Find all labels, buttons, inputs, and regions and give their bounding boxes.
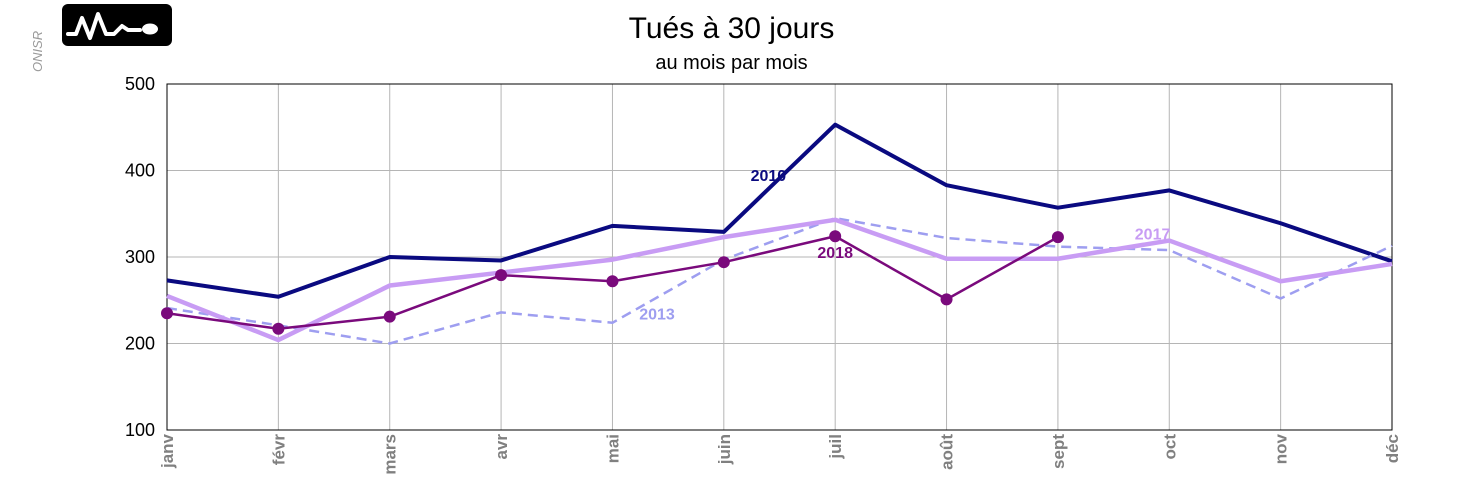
x-tick-label: avr bbox=[492, 434, 511, 460]
x-tick-label: févr bbox=[269, 434, 288, 466]
series-point-2018 bbox=[717, 256, 730, 269]
x-tick-label: mai bbox=[603, 434, 622, 463]
series-point-2018 bbox=[383, 310, 396, 323]
series-line-2017 bbox=[166, 217, 1393, 343]
y-tick-label: 200 bbox=[125, 334, 155, 354]
series-line-2010 bbox=[166, 122, 1393, 299]
chart-title: Tués à 30 jours bbox=[628, 12, 835, 45]
series-label-2018: 2018 bbox=[817, 245, 853, 262]
series-point-2018 bbox=[272, 322, 285, 335]
x-tick-label: janv bbox=[158, 433, 177, 469]
y-tick-label: 400 bbox=[125, 161, 155, 181]
x-tick-label: oct bbox=[1160, 434, 1179, 460]
series-label-2010: 2010 bbox=[751, 168, 787, 185]
series-point-2018 bbox=[940, 293, 953, 306]
y-tick-label: 500 bbox=[125, 74, 155, 94]
x-tick-label: mars bbox=[381, 434, 400, 475]
plot-area-border bbox=[166, 83, 1393, 431]
x-tick-label: juin bbox=[715, 434, 734, 465]
heartbeat-pulse-icon bbox=[62, 4, 172, 46]
x-tick-label: nov bbox=[1272, 433, 1291, 464]
series-point-2018 bbox=[606, 275, 619, 288]
x-tick-label: déc bbox=[1383, 434, 1402, 463]
series-point-2018 bbox=[161, 307, 173, 320]
series-point-2018 bbox=[1051, 231, 1064, 244]
x-tick-label: juil bbox=[826, 434, 845, 460]
series-point-2018 bbox=[495, 269, 508, 282]
y-tick-label: 100 bbox=[125, 420, 155, 440]
series-point-2018 bbox=[829, 230, 842, 243]
series-label-2013: 2013 bbox=[639, 306, 675, 323]
series-line-2013 bbox=[166, 216, 1393, 345]
y-tick-label: 300 bbox=[125, 247, 155, 267]
series-label-2017: 2017 bbox=[1135, 226, 1171, 243]
chart-subtitle: au mois par mois bbox=[655, 52, 808, 74]
x-tick-label: sept bbox=[1049, 434, 1068, 469]
x-tick-label: août bbox=[938, 434, 957, 470]
